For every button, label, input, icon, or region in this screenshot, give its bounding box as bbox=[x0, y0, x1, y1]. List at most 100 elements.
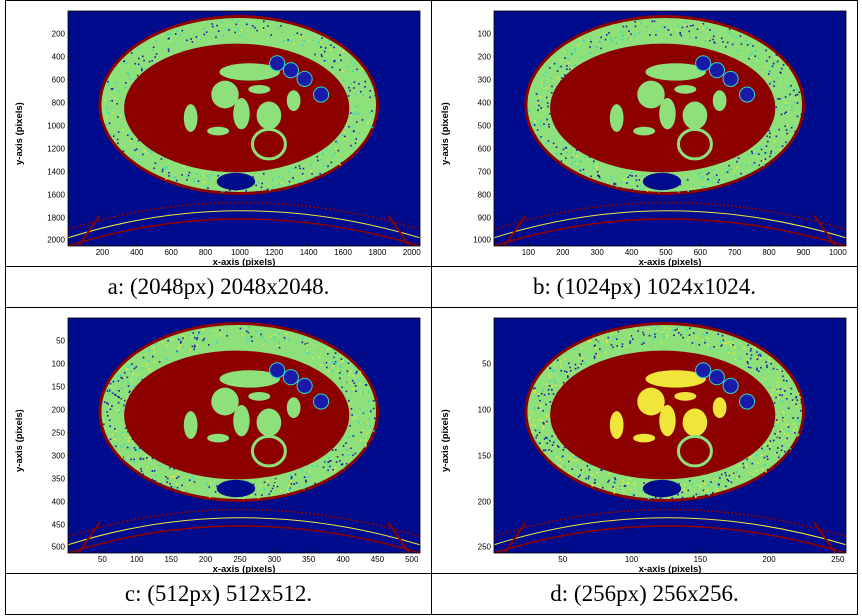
fat-speckle bbox=[186, 39, 188, 42]
fat-speckle bbox=[586, 465, 589, 467]
fat-speckle bbox=[205, 31, 208, 33]
fat-speckle bbox=[181, 346, 184, 348]
fat-speckle bbox=[680, 34, 683, 37]
fat-speckle bbox=[770, 369, 773, 371]
fat-speckle bbox=[712, 168, 715, 171]
fat-speckle bbox=[583, 173, 586, 175]
fat-speckle bbox=[337, 149, 340, 152]
fat-speckle bbox=[582, 39, 585, 42]
y-tick-label: 400 bbox=[477, 98, 491, 108]
fat-speckle bbox=[165, 358, 167, 361]
fat-speckle bbox=[369, 410, 372, 413]
fat-speckle bbox=[254, 26, 256, 29]
fat-speckle bbox=[583, 362, 586, 365]
fat-speckle bbox=[610, 344, 613, 346]
fat-speckle bbox=[287, 184, 290, 186]
fat-speckle bbox=[613, 487, 615, 490]
fat-speckle bbox=[698, 172, 701, 174]
table-arc bbox=[494, 525, 846, 553]
table-arc bbox=[68, 508, 420, 538]
fat-speckle bbox=[262, 172, 265, 175]
fat-speckle bbox=[565, 371, 568, 373]
fat-speckle bbox=[563, 49, 566, 52]
fat-speckle bbox=[677, 190, 680, 193]
fat-speckle bbox=[618, 346, 621, 349]
fat-speckle bbox=[106, 390, 109, 392]
fat-speckle bbox=[702, 480, 705, 482]
y-tick-label: 600 bbox=[477, 144, 491, 154]
fat-speckle bbox=[351, 414, 353, 416]
fat-speckle bbox=[105, 107, 108, 109]
x-tick-label: 250 bbox=[831, 555, 845, 564]
fat-speckle bbox=[599, 483, 602, 485]
fat-speckle bbox=[266, 36, 269, 39]
fat-speckle bbox=[153, 361, 156, 364]
fat-speckle bbox=[148, 349, 150, 352]
x-tick-label: 400 bbox=[624, 248, 639, 257]
fat-speckle bbox=[152, 46, 155, 49]
fat-speckle bbox=[129, 140, 132, 142]
fat-speckle bbox=[306, 342, 309, 345]
fat-speckle bbox=[679, 183, 682, 186]
fat-speckle bbox=[695, 493, 698, 496]
fat-speckle bbox=[769, 155, 771, 158]
fat-speckle bbox=[598, 40, 601, 43]
fat-speckle bbox=[745, 463, 748, 466]
bowel-loop bbox=[708, 62, 725, 79]
fat-speckle bbox=[683, 488, 685, 490]
fat-speckle bbox=[535, 93, 538, 95]
fat-speckle bbox=[323, 59, 326, 62]
fat-speckle bbox=[707, 38, 710, 41]
fat-speckle bbox=[799, 409, 802, 412]
fat-speckle bbox=[564, 358, 566, 360]
fat-speckle bbox=[560, 369, 563, 372]
fat-speckle bbox=[546, 420, 548, 423]
fat-speckle bbox=[294, 166, 297, 169]
fat-speckle bbox=[327, 461, 330, 464]
x-tick-label: 500 bbox=[659, 248, 673, 257]
fat-speckle bbox=[588, 156, 591, 158]
fat-speckle bbox=[293, 483, 295, 485]
fat-speckle bbox=[115, 408, 118, 411]
fat-speckle bbox=[744, 348, 746, 350]
fat-speckle bbox=[632, 482, 635, 484]
fat-speckle bbox=[313, 344, 316, 347]
fat-speckle bbox=[540, 100, 543, 103]
fat-speckle bbox=[203, 33, 206, 36]
fat-speckle bbox=[139, 457, 142, 460]
fat-speckle bbox=[723, 342, 726, 345]
spine-notch bbox=[642, 479, 682, 498]
fat-speckle bbox=[271, 179, 274, 182]
fat-speckle bbox=[261, 494, 263, 496]
fat-speckle bbox=[551, 389, 553, 391]
fat-speckle bbox=[187, 484, 190, 486]
fat-speckle bbox=[350, 407, 353, 410]
fat-speckle bbox=[612, 346, 614, 349]
fat-speckle bbox=[628, 478, 631, 480]
fat-speckle bbox=[299, 167, 301, 170]
fat-speckle bbox=[540, 136, 542, 138]
fat-speckle bbox=[556, 70, 559, 72]
fat-speckle bbox=[365, 421, 368, 424]
table-edge bbox=[77, 214, 101, 246]
fat-speckle bbox=[274, 482, 277, 485]
fat-speckle bbox=[543, 394, 546, 396]
fat-speckle bbox=[776, 419, 778, 421]
fat-speckle bbox=[765, 145, 768, 147]
x-axis-label: x-axis (pixels) bbox=[212, 564, 276, 575]
fat-speckle bbox=[142, 473, 144, 476]
visceral-fat bbox=[233, 98, 250, 130]
x-tick-label: 50 bbox=[558, 555, 568, 564]
fat-speckle bbox=[181, 29, 184, 32]
fat-speckle bbox=[267, 479, 269, 482]
fat-speckle bbox=[369, 89, 371, 92]
fat-speckle bbox=[767, 140, 769, 143]
fat-speckle bbox=[219, 174, 221, 176]
fat-speckle bbox=[574, 160, 577, 163]
fat-speckle bbox=[269, 335, 272, 337]
fat-speckle bbox=[320, 41, 323, 44]
bowel-loop bbox=[282, 369, 299, 386]
fat-speckle bbox=[177, 475, 180, 478]
fat-speckle bbox=[115, 430, 117, 433]
fat-speckle bbox=[657, 325, 660, 328]
